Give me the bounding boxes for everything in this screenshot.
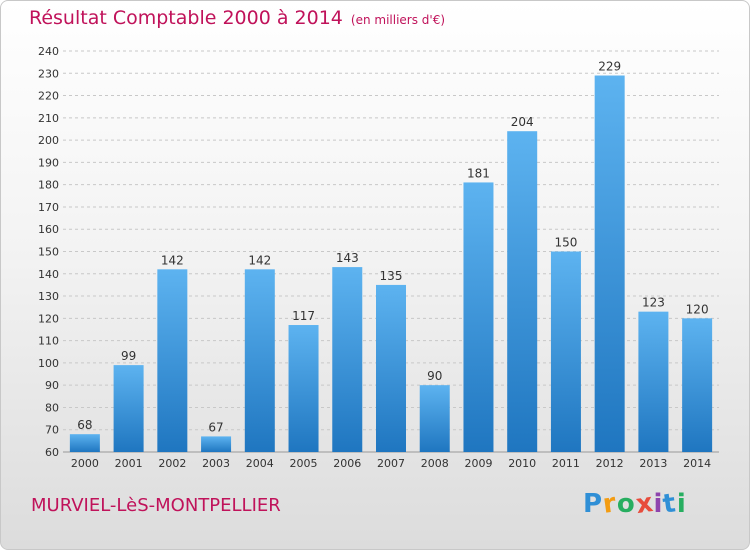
bar-2000	[69, 434, 100, 452]
bar-2010	[507, 131, 538, 452]
x-tick-label: 2010	[508, 457, 536, 470]
logo-letter: i	[653, 489, 664, 519]
y-tick-label: 170	[38, 201, 59, 214]
logo-letter: P	[583, 489, 604, 519]
bar-2012	[594, 75, 625, 452]
value-label: 181	[467, 166, 490, 180]
bars	[69, 75, 713, 452]
y-tick-label: 80	[45, 401, 59, 414]
x-tick-label: 2011	[552, 457, 580, 470]
y-tick-label: 160	[38, 223, 59, 236]
bar-2002	[157, 269, 188, 452]
commune-name: MURVIEL-LèS-MONTPELLIER	[31, 495, 281, 516]
x-tick-label: 2002	[158, 457, 186, 470]
x-tick-label: 2000	[71, 457, 99, 470]
logo-letter: o	[616, 489, 636, 519]
y-tick-label: 110	[38, 335, 59, 348]
x-tick-label: 2013	[639, 457, 667, 470]
value-label: 143	[336, 251, 359, 265]
value-label: 204	[511, 115, 534, 129]
bar-2001	[113, 365, 144, 452]
x-axis-ticks: 2000 2001 2002 2003 2004 2005 2006 2007 2008 2009…	[71, 457, 711, 470]
value-labels: 68 99 142 67 142 117 143 135 90 181 204 150 229 123 12…	[77, 60, 708, 435]
y-tick-label: 120	[38, 312, 59, 325]
title-unit: (en milliers d'€)	[350, 13, 446, 27]
value-label: 67	[208, 420, 223, 434]
bar-2007	[376, 284, 406, 452]
value-label: 229	[598, 60, 621, 74]
value-label: 123	[642, 296, 665, 310]
y-tick-label: 220	[38, 90, 59, 103]
y-tick-label: 230	[38, 67, 59, 80]
bar-2005	[288, 325, 319, 452]
y-tick-label: 90	[45, 379, 59, 392]
logo-letter: i	[676, 489, 687, 519]
proxiti-logo: Proxiti	[583, 487, 687, 521]
x-tick-label: 2005	[290, 457, 318, 470]
bar-2004	[244, 269, 275, 452]
value-label: 68	[77, 418, 92, 432]
value-label: 135	[380, 269, 403, 283]
y-tick-label: 130	[38, 290, 59, 303]
x-tick-label: 2012	[596, 457, 624, 470]
bar-2014	[682, 318, 713, 452]
value-label: 150	[554, 236, 577, 250]
y-tick-label: 240	[38, 45, 59, 58]
chart-title: Résultat Comptable 2000 à 2014 (en millie…	[29, 7, 445, 29]
y-tick-label: 190	[38, 156, 59, 169]
y-tick-label: 210	[38, 112, 59, 125]
x-tick-label: 2014	[683, 457, 711, 470]
value-label: 90	[427, 369, 442, 383]
value-label: 117	[292, 309, 315, 323]
y-tick-label: 100	[38, 357, 59, 370]
x-tick-label: 2003	[202, 457, 230, 470]
y-tick-label: 140	[38, 268, 59, 281]
bar-2013	[638, 311, 669, 452]
logo-letter: x	[633, 487, 656, 521]
x-tick-label: 2008	[421, 457, 449, 470]
y-tick-label: 150	[38, 246, 59, 259]
value-label: 142	[248, 253, 271, 267]
title-text: Résultat Comptable 2000 à 2014	[29, 7, 343, 29]
y-tick-label: 200	[38, 134, 59, 147]
value-label: 142	[161, 253, 184, 267]
bar-2006	[332, 267, 363, 452]
x-tick-label: 2006	[333, 457, 361, 470]
y-tick-label: 60	[45, 446, 59, 459]
x-tick-label: 2007	[377, 457, 405, 470]
bar-2008	[419, 385, 450, 452]
x-tick-label: 2001	[115, 457, 143, 470]
x-tick-label: 2009	[464, 457, 492, 470]
y-axis-ticks: 60 70 80 90 100 110 120 130 140 150 160 170 180 190 20…	[38, 45, 59, 459]
x-tick-label: 2004	[246, 457, 274, 470]
y-tick-label: 180	[38, 179, 59, 192]
y-tick-label: 70	[45, 424, 59, 437]
value-label: 120	[686, 302, 709, 316]
value-label: 99	[121, 349, 136, 363]
bar-2003	[201, 436, 232, 452]
bar-2009	[463, 182, 494, 452]
bar-2011	[550, 251, 581, 452]
